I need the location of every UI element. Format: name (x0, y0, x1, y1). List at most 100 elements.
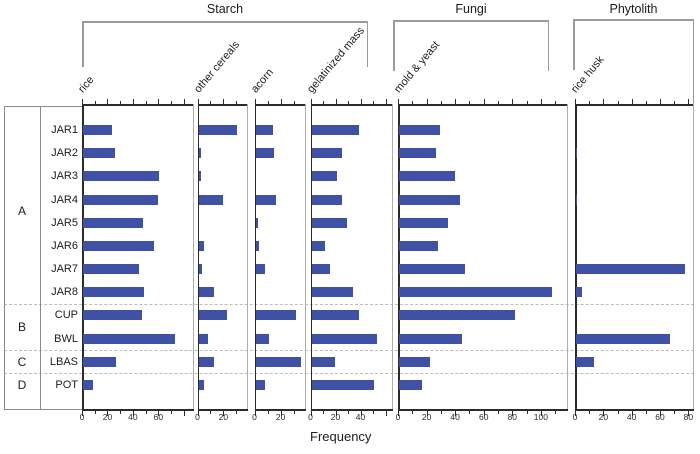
panel-other-cereals-right-spine (247, 104, 248, 409)
bar-jar7-gelatinized-mass (311, 264, 331, 275)
bar-cup-gelatinized-mass (311, 310, 359, 321)
tick-bottom (575, 410, 576, 416)
tick-bottom (310, 410, 312, 416)
tick-top (223, 99, 225, 104)
tick-top (197, 99, 199, 104)
bar-lbas-other-cereals (198, 356, 215, 367)
tick-top (512, 99, 514, 104)
tick-top (132, 99, 134, 104)
group-letter-b: B (17, 320, 26, 335)
panel-mold-yeast-top-axis (398, 104, 568, 106)
tick-bottom (398, 410, 399, 416)
bar-cup-rice (83, 310, 142, 321)
bar-jar5-acorn (255, 217, 259, 228)
bar-jar6-other-cereals (198, 240, 204, 251)
tick-bottom (617, 410, 619, 414)
bar-jar4-rice-husk (576, 194, 578, 205)
group-title-phytolith: Phytolith (609, 2, 658, 16)
bar-jar2-rice-husk (576, 148, 578, 159)
tick-label: 20 (421, 412, 432, 422)
bar-jar4-other-cereals (198, 194, 224, 205)
bar-jar1-rice (83, 125, 113, 135)
tick-bottom (660, 410, 661, 416)
bracket-stub-left-phytolith (573, 19, 575, 70)
tick-top (674, 100, 676, 104)
bar-jar7-rice (83, 264, 139, 275)
tick-top (373, 100, 374, 104)
tick-bottom (555, 410, 557, 414)
tick-top (158, 99, 160, 104)
tick-top (660, 99, 661, 104)
bar-jar2-mold-yeast (399, 148, 437, 159)
bar-pot-gelatinized-mass (311, 379, 374, 390)
tick-bottom (603, 410, 605, 416)
panel-rice-left-axis (82, 104, 84, 409)
tick-label: 100 (533, 412, 548, 422)
bar-jar8-rice (83, 287, 145, 298)
tick-label: 0 (308, 412, 313, 422)
column-label-mold-yeast: mold & yeast (392, 38, 443, 96)
tick-bottom (145, 410, 147, 414)
tick-top (412, 100, 414, 104)
column-label-rice-husk: rice husk (569, 53, 607, 96)
tick-top (335, 99, 337, 104)
tick-label: 20 (102, 412, 113, 422)
bracket-stub-left-starch (82, 21, 84, 67)
panel-rice-top-axis (82, 104, 194, 106)
bar-jar5-gelatinized-mass (311, 217, 347, 228)
tick-top (267, 100, 269, 104)
panel-mold-yeast-left-axis (398, 104, 400, 409)
tick-bottom (631, 410, 633, 416)
tick-top (310, 99, 312, 104)
bar-jar3-mold-yeast (399, 171, 455, 182)
bar-jar1-mold-yeast (399, 125, 441, 135)
tick-bottom (373, 410, 374, 414)
bracket-line-fungi (393, 20, 549, 22)
tick-top (385, 99, 387, 104)
panel-acorn-left-axis (254, 104, 256, 409)
tick-bottom (120, 410, 122, 414)
row-label-jar3: JAR3 (51, 170, 78, 183)
tick-label: 60 (655, 412, 665, 422)
tick-top (575, 99, 576, 104)
tick-top (540, 99, 542, 104)
bar-cup-other-cereals (198, 310, 227, 321)
tick-top (498, 100, 499, 104)
bracket-stub-left-fungi (393, 20, 395, 71)
tick-label: 20 (598, 412, 609, 422)
panel-rice-right-spine (193, 104, 194, 409)
tick-bottom (280, 410, 282, 416)
tick-top (348, 100, 349, 104)
panel-mold-yeast-right-spine (567, 104, 568, 409)
row-label-cup: CUP (54, 309, 78, 322)
bar-jar4-rice (83, 194, 159, 205)
group-letter-d: D (17, 377, 27, 392)
bar-jar4-mold-yeast (399, 194, 461, 205)
tick-label: 60 (478, 412, 489, 422)
dashed-separator (4, 303, 694, 305)
tick-label: 60 (153, 412, 164, 422)
bar-pot-mold-yeast (399, 379, 422, 390)
tick-bottom (589, 410, 591, 414)
panel-mold-yeast-bottom-axis (398, 409, 568, 411)
bar-jar7-mold-yeast (399, 264, 465, 275)
bar-jar6-rice (83, 240, 155, 251)
tick-top (120, 100, 122, 104)
bar-pot-acorn (255, 379, 265, 390)
bar-lbas-mold-yeast (399, 356, 431, 367)
tick-top (107, 99, 109, 104)
row-label-jar7: JAR7 (51, 263, 78, 276)
group-title-fungi: Fungi (455, 2, 487, 16)
tick-top (183, 99, 185, 104)
tick-bottom (426, 410, 428, 416)
column-label-gelatinized-mass: gelatinized mass (304, 24, 367, 96)
tick-label: 20 (218, 412, 229, 422)
bar-lbas-acorn (255, 356, 302, 367)
bar-cup-mold-yeast (399, 310, 515, 321)
bar-jar6-gelatinized-mass (311, 240, 326, 251)
group-letter-a: A (17, 204, 26, 219)
tick-bottom (483, 410, 485, 416)
tick-bottom (540, 410, 542, 416)
tick-top (145, 100, 147, 104)
